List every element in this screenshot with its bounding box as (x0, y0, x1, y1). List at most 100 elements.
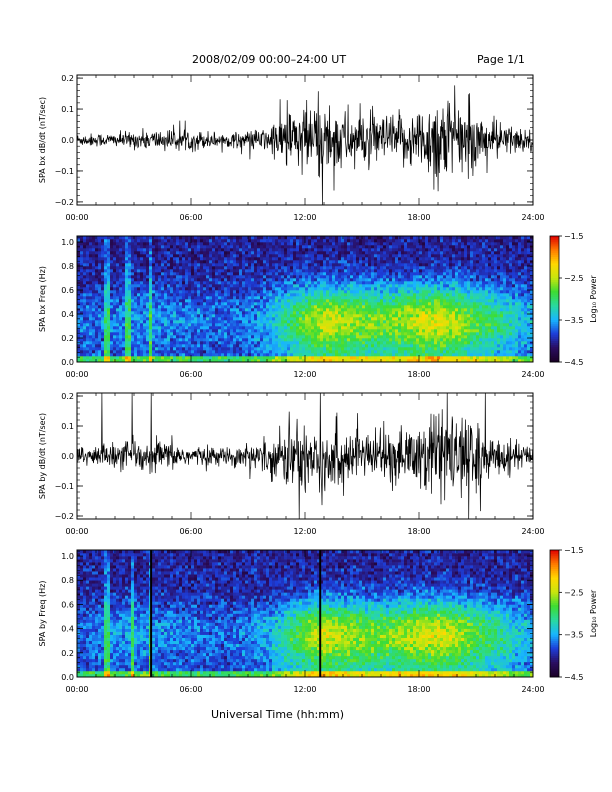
spectrogram-cell (299, 347, 303, 351)
spectrogram-cell (287, 275, 291, 279)
spectrogram-cell (170, 239, 174, 243)
spectrogram-cell (113, 287, 117, 291)
spectrogram-cell (395, 293, 399, 297)
spectrogram-cell (230, 329, 234, 333)
spectrogram-cell (296, 266, 300, 270)
spectrogram-cell (302, 320, 306, 324)
spectrogram-cell (371, 290, 375, 294)
spectrogram-cell (386, 287, 390, 291)
spectrogram-cell (101, 290, 105, 294)
spectrogram-cell (308, 278, 312, 282)
spectrogram-cell (266, 302, 270, 306)
spectrogram-cell (407, 347, 411, 351)
spectrogram-cell (137, 266, 141, 270)
spectrogram-cell (308, 347, 312, 351)
spectrogram-cell (149, 317, 153, 321)
spectrogram-cell (92, 305, 96, 309)
spectrogram-cell (164, 308, 168, 312)
spectrogram-cell (185, 320, 189, 324)
spectrogram-cell (350, 347, 354, 351)
spectrogram-cell (200, 269, 204, 273)
spectrogram-cell (227, 326, 231, 330)
spectrogram-cell (212, 317, 216, 321)
spectrogram-cell (152, 359, 156, 363)
spectrogram-cell (221, 284, 225, 288)
spectrogram-cell (398, 260, 402, 264)
spectrogram-cell (218, 341, 222, 345)
spectrogram-cell (386, 347, 390, 351)
spectrogram-cell (86, 305, 90, 309)
spectrogram-cell (221, 281, 225, 285)
spectrogram-cell (290, 308, 294, 312)
spectrogram-cell (155, 254, 159, 258)
spectrogram-cell (425, 341, 429, 345)
spectrogram-cell (380, 248, 384, 252)
spectrogram-cell (413, 356, 417, 360)
spectrogram-cell (314, 263, 318, 267)
spectrogram-cell (92, 323, 96, 327)
spectrogram-cell (110, 239, 114, 243)
spectrogram-cell (353, 296, 357, 300)
spectrogram-cell (419, 236, 423, 240)
spectrogram-cell (206, 284, 210, 288)
spectrogram-cell (167, 344, 171, 348)
spectrogram-cell (179, 314, 183, 318)
spectrogram-cell (122, 299, 126, 303)
spectrogram-cell (389, 329, 393, 333)
spectrogram-cell (107, 251, 111, 255)
spectrogram-cell (419, 347, 423, 351)
spectrogram-cell (281, 272, 285, 276)
spectrogram-cell (278, 308, 282, 312)
spectrogram-cell (392, 242, 396, 246)
spectrogram-cell (194, 272, 198, 276)
spectrogram-cell (95, 242, 99, 246)
spectrogram-cell (152, 299, 156, 303)
spectrogram-cell (125, 260, 129, 264)
spectrogram-cell (347, 278, 351, 282)
spectrogram-cell (254, 311, 258, 315)
spectrogram-cell (116, 332, 120, 336)
spectrogram-cell (80, 344, 84, 348)
spectrogram-cell (113, 254, 117, 258)
spectrogram-cell (419, 296, 423, 300)
spectrogram-cell (281, 299, 285, 303)
spectrogram-cell (230, 272, 234, 276)
spectrogram-cell (401, 347, 405, 351)
spectrogram-cell (212, 311, 216, 315)
spectrogram-cell (209, 308, 213, 312)
spectrogram-cell (212, 275, 216, 279)
spectrogram-cell (167, 287, 171, 291)
spectrogram-cell (89, 266, 93, 270)
spectrogram-cell (305, 329, 309, 333)
spectrogram-cell (89, 269, 93, 273)
spectrogram-cell (275, 320, 279, 324)
spectrogram-cell (314, 338, 318, 342)
spectrogram-cell (221, 356, 225, 360)
spectrogram-cell (305, 296, 309, 300)
spectrogram-cell (380, 335, 384, 339)
spectrogram-cell (233, 239, 237, 243)
spectrogram-cell (164, 290, 168, 294)
spectrogram-cell (206, 347, 210, 351)
spectrogram-cell (380, 287, 384, 291)
spectrogram-cell (113, 320, 117, 324)
spectrogram-cell (317, 347, 321, 351)
spectrogram-cell (254, 278, 258, 282)
spectrogram-cell (173, 314, 177, 318)
spectrogram-cell (299, 263, 303, 267)
spectrogram-cell (248, 284, 252, 288)
spectrogram-cell (275, 353, 279, 357)
spectrogram-cell (350, 272, 354, 276)
spectrogram-cell (77, 284, 81, 288)
spectrogram-cell (311, 257, 315, 261)
spectrogram-cell (158, 290, 162, 294)
spectrogram-cell (404, 284, 408, 288)
spectrogram-cell (278, 236, 282, 240)
spectrogram-cell (251, 338, 255, 342)
spectrogram-cell (128, 296, 132, 300)
spectrogram-cell (233, 308, 237, 312)
spectrogram-cell (338, 272, 342, 276)
spectrogram-cell (116, 347, 120, 351)
spectrogram-cell (221, 245, 225, 249)
spectrogram-cell (230, 305, 234, 309)
